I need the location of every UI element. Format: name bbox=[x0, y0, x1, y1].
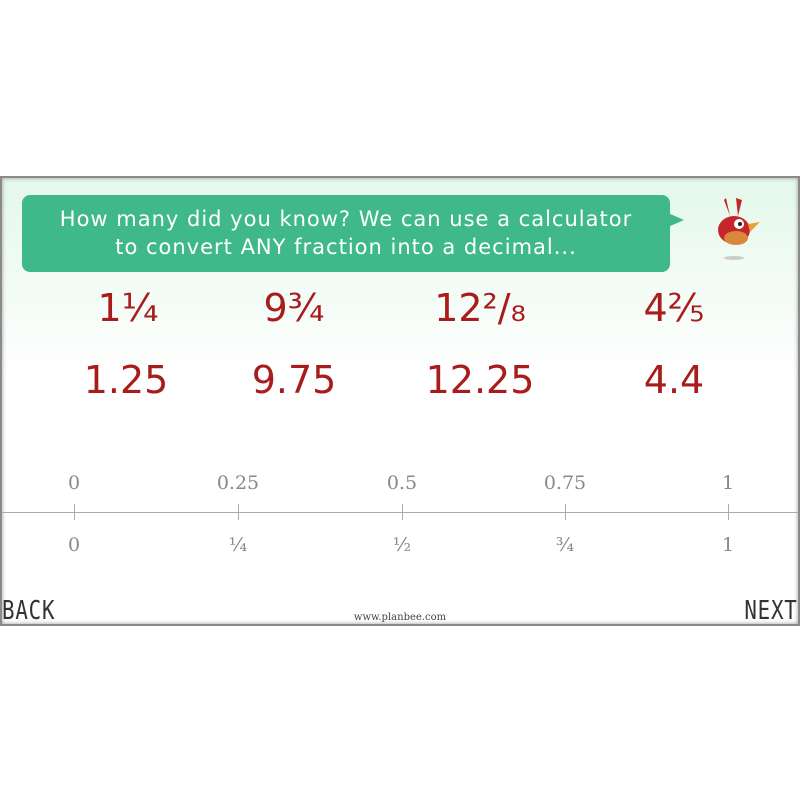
speech-bubble: How many did you know? We can use a calc… bbox=[22, 195, 684, 272]
tick bbox=[402, 504, 403, 520]
tick-label: 0.25 bbox=[216, 472, 260, 494]
footer-url: www.planbee.com bbox=[353, 612, 447, 623]
bird-mascot-icon bbox=[718, 198, 760, 260]
tick-label: ¼ bbox=[228, 534, 248, 556]
back-button[interactable]: BACK bbox=[2, 596, 56, 626]
next-button[interactable]: NEXT bbox=[744, 596, 798, 626]
fraction: 12²/₈ bbox=[434, 286, 526, 330]
tick-label: 1 bbox=[721, 534, 735, 556]
decimal: 4.4 bbox=[643, 358, 705, 402]
tick bbox=[238, 504, 239, 520]
tick bbox=[74, 504, 75, 520]
bubble-line-2: to convert ANY fraction into a decimal..… bbox=[115, 235, 577, 259]
decimal: 9.75 bbox=[251, 358, 337, 402]
slide: How many did you know? We can use a calc… bbox=[0, 176, 800, 626]
tick-label: 1 bbox=[721, 472, 735, 494]
bubble-line-1: How many did you know? We can use a calc… bbox=[59, 207, 633, 231]
fraction: 1¼ bbox=[97, 286, 159, 330]
tick bbox=[565, 504, 566, 520]
tick-label: ¾ bbox=[555, 534, 575, 556]
decimal: 12.25 bbox=[425, 358, 535, 402]
decimal: 1.25 bbox=[83, 358, 169, 402]
tick-label: ½ bbox=[392, 534, 412, 556]
fraction: 9¾ bbox=[263, 286, 325, 330]
tick-label: 0 bbox=[67, 534, 81, 556]
tick-label: 0 bbox=[67, 472, 81, 494]
fraction: 4⅖ bbox=[643, 286, 705, 330]
tick-label: 0.75 bbox=[543, 472, 587, 494]
tick bbox=[728, 504, 729, 520]
tick-label: 0.5 bbox=[386, 472, 418, 494]
number-line bbox=[2, 512, 798, 513]
